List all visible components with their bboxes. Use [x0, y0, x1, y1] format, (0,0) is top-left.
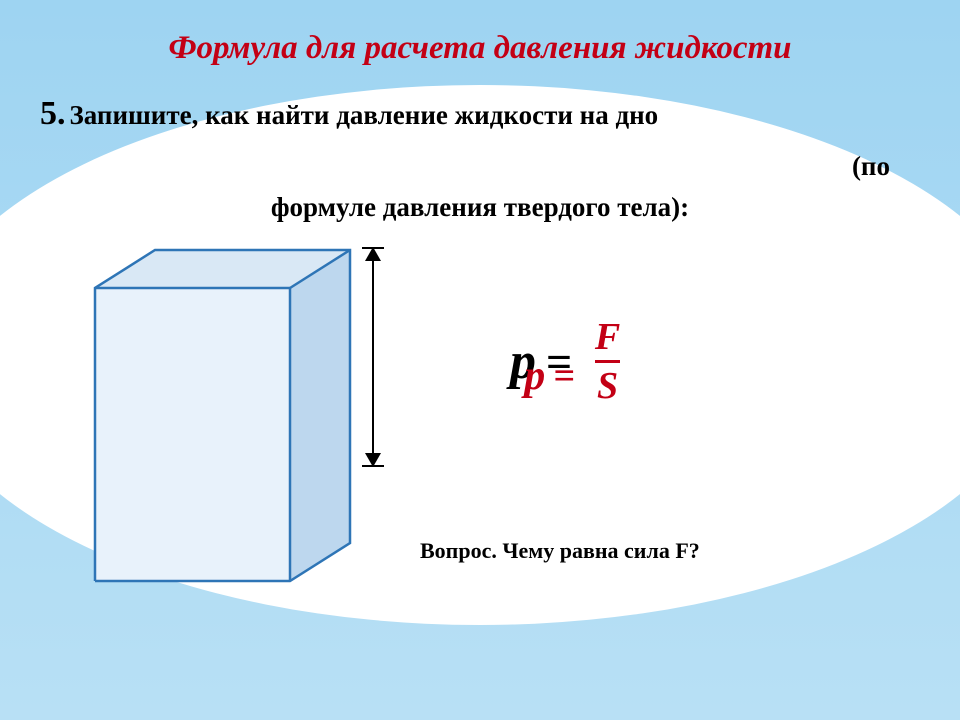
cube-diagram — [90, 243, 400, 588]
main-area: p = p = F S Вопрос. Чему равна сила F? — [0, 233, 960, 613]
formula-numerator: F — [595, 318, 620, 356]
cube-face-front — [95, 288, 290, 581]
subtitle-block: 5. Запишите, как найти давление жидкости… — [0, 67, 960, 133]
formula-fraction: F S — [595, 318, 620, 405]
subtitle-text: Запишите, как найти давление жидкости на… — [70, 100, 659, 130]
formula-fraction-line — [595, 360, 620, 363]
arrow-tick-bottom — [362, 465, 384, 467]
formula: p = p = F S — [510, 318, 668, 405]
formula-eq-red: = — [553, 354, 575, 398]
subtitle-number: 5. — [40, 95, 66, 132]
arrow-line — [372, 247, 374, 467]
formula-p-red: p — [524, 352, 545, 400]
followup-line1: (по — [0, 133, 960, 182]
question-text: Вопрос. Чему равна сила F? — [420, 538, 700, 564]
cube-face-right — [290, 250, 350, 581]
cube-svg — [90, 243, 400, 583]
height-arrow — [358, 247, 388, 467]
slide-content: Формула для расчета давления жидкости 5.… — [0, 0, 960, 720]
followup-line2: формуле давления твердого тела): — [0, 182, 960, 223]
page-title: Формула для расчета давления жидкости — [0, 0, 960, 67]
formula-denominator: S — [597, 367, 618, 405]
